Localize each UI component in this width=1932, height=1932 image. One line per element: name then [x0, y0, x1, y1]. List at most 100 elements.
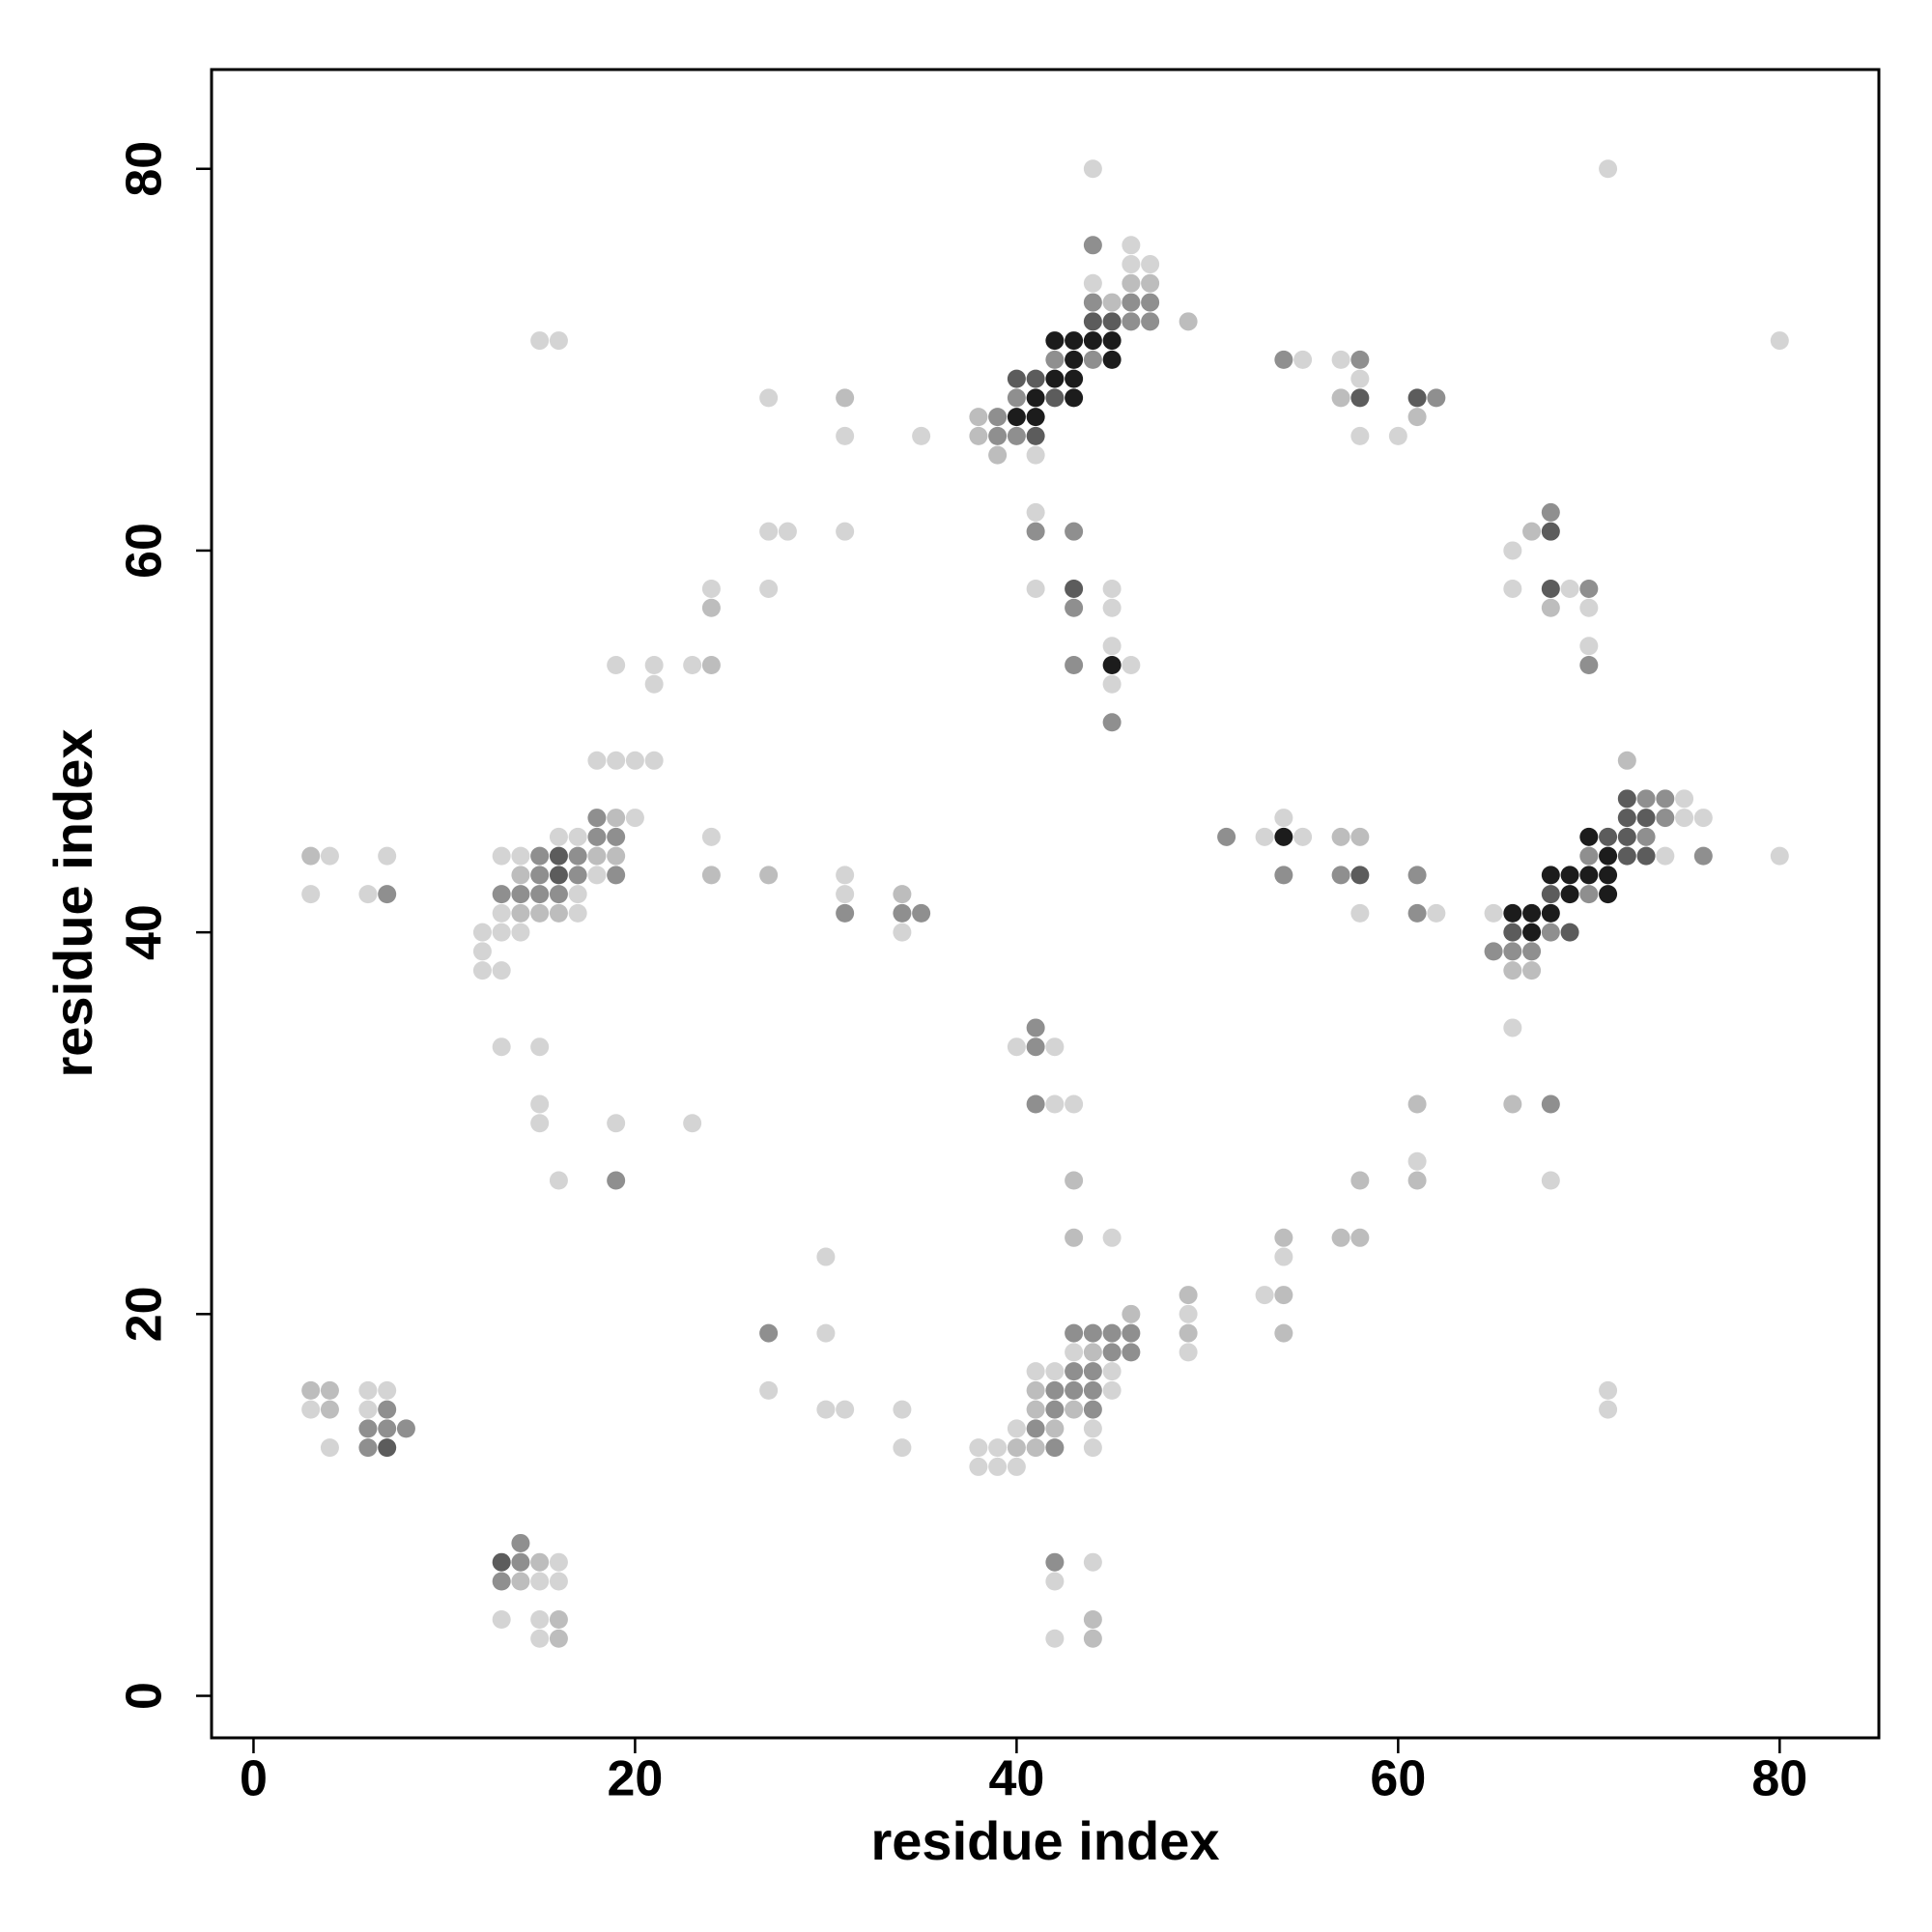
- point: [358, 1400, 378, 1419]
- point: [1636, 846, 1656, 866]
- point: [1083, 159, 1102, 179]
- point: [836, 522, 855, 541]
- point: [607, 751, 626, 770]
- point: [1579, 885, 1599, 904]
- point: [625, 809, 644, 828]
- point: [1179, 312, 1198, 331]
- point: [1560, 579, 1579, 598]
- point: [1045, 1400, 1065, 1419]
- point: [1599, 885, 1618, 904]
- point: [530, 846, 550, 866]
- point: [1331, 866, 1350, 885]
- point: [492, 961, 511, 980]
- point: [1065, 1171, 1084, 1190]
- point: [1045, 388, 1065, 408]
- point: [893, 1400, 912, 1419]
- point: [1007, 1037, 1026, 1057]
- point: [988, 426, 1008, 445]
- point: [1026, 1037, 1045, 1057]
- point: [320, 1380, 339, 1400]
- point: [1007, 388, 1026, 408]
- point: [1026, 408, 1045, 427]
- point: [530, 1609, 550, 1629]
- point: [816, 1400, 836, 1419]
- point: [1045, 331, 1065, 351]
- point: [1617, 809, 1636, 828]
- point: [1102, 1323, 1122, 1343]
- point: [301, 1380, 321, 1400]
- point: [701, 579, 721, 598]
- point: [1770, 331, 1789, 351]
- point: [1007, 1438, 1026, 1458]
- point: [1617, 827, 1636, 846]
- point: [549, 331, 568, 351]
- point: [701, 866, 721, 885]
- point: [1026, 445, 1045, 465]
- point: [644, 674, 664, 694]
- point: [1522, 522, 1542, 541]
- point: [1599, 846, 1618, 866]
- point: [492, 923, 511, 942]
- point: [1102, 293, 1122, 312]
- point: [1503, 541, 1522, 560]
- point: [549, 846, 568, 866]
- point: [1065, 522, 1084, 541]
- point: [1141, 273, 1160, 293]
- point: [1274, 350, 1293, 369]
- point: [1065, 1380, 1084, 1400]
- point: [492, 1572, 511, 1591]
- point: [1083, 1609, 1102, 1629]
- point: [378, 885, 397, 904]
- point: [530, 1037, 550, 1057]
- point: [1293, 827, 1313, 846]
- point: [1503, 579, 1522, 598]
- point: [1579, 637, 1599, 656]
- point: [893, 903, 912, 923]
- point: [530, 1572, 550, 1591]
- point: [969, 426, 988, 445]
- point: [1350, 350, 1370, 369]
- point: [1350, 369, 1370, 388]
- point: [1541, 502, 1560, 522]
- point: [1141, 312, 1160, 331]
- point: [625, 751, 644, 770]
- point: [1026, 579, 1045, 598]
- point: [1122, 255, 1141, 274]
- point: [1045, 1552, 1065, 1572]
- point: [1122, 293, 1141, 312]
- point: [1026, 369, 1045, 388]
- point: [1331, 350, 1350, 369]
- point: [1141, 255, 1160, 274]
- point: [511, 903, 530, 923]
- point: [378, 1380, 397, 1400]
- point: [969, 408, 988, 427]
- point: [320, 1438, 339, 1458]
- point: [1083, 1343, 1102, 1362]
- point: [1065, 1343, 1084, 1362]
- point: [549, 1629, 568, 1648]
- point: [1045, 350, 1065, 369]
- point: [1617, 751, 1636, 770]
- point: [1045, 1572, 1065, 1591]
- point: [549, 1609, 568, 1629]
- point: [301, 885, 321, 904]
- point: [1102, 1362, 1122, 1381]
- point: [759, 522, 779, 541]
- point: [492, 1609, 511, 1629]
- point: [893, 1438, 912, 1458]
- point: [1065, 1362, 1084, 1381]
- point: [301, 846, 321, 866]
- point: [836, 903, 855, 923]
- point: [1255, 1286, 1274, 1305]
- point: [969, 1457, 988, 1476]
- point: [1026, 522, 1045, 541]
- point: [1675, 789, 1694, 809]
- point: [607, 809, 626, 828]
- point: [568, 846, 587, 866]
- point: [1102, 598, 1122, 617]
- point: [1045, 1629, 1065, 1648]
- point: [1255, 827, 1274, 846]
- point: [1102, 1380, 1122, 1400]
- point: [1026, 1380, 1045, 1400]
